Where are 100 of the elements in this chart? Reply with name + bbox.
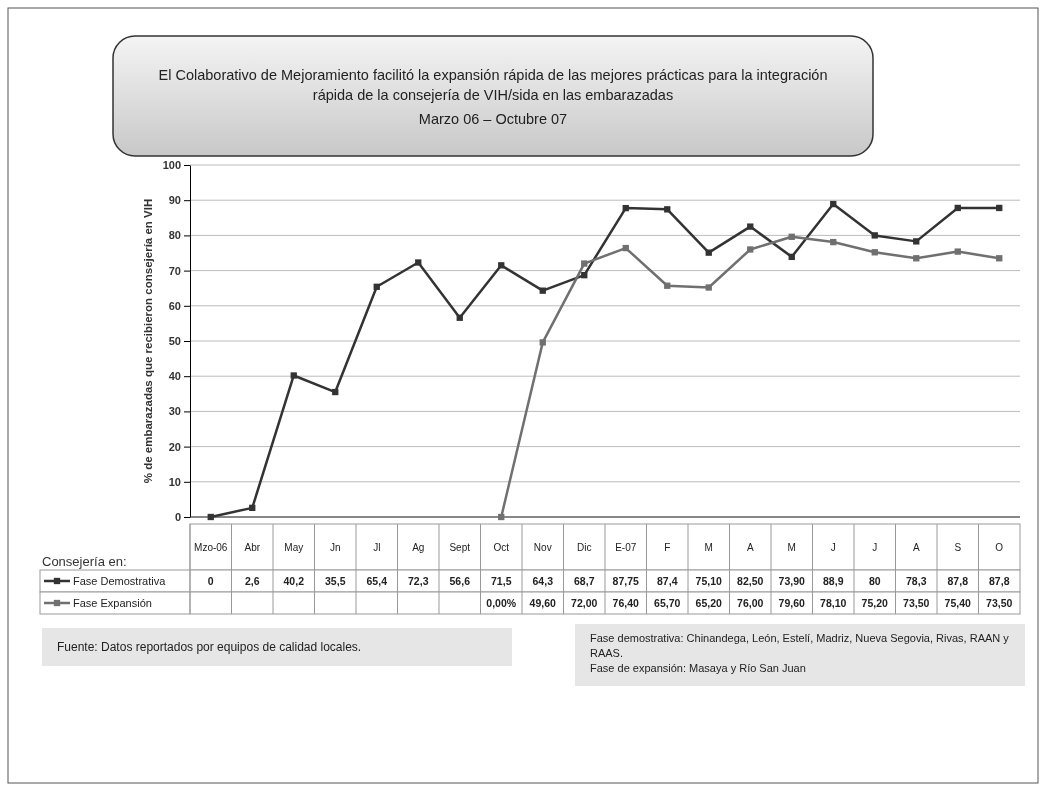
y-tick-label: 80	[168, 229, 181, 242]
data-label: 64,3	[532, 575, 554, 587]
data-label: 87,8	[989, 575, 1010, 587]
data-label: 75,10	[695, 575, 723, 587]
y-tick-label: 20	[168, 440, 181, 453]
point	[622, 244, 629, 252]
data-label: 65,4	[366, 575, 388, 587]
point	[664, 282, 671, 289]
data-label: 78,10	[820, 597, 847, 609]
data-label: 65,70	[654, 597, 681, 609]
point	[788, 233, 795, 240]
y-tick-label: 100	[162, 159, 181, 172]
point	[249, 504, 256, 512]
point	[539, 287, 546, 294]
data-label: 78,3	[906, 575, 927, 587]
data-label: 76,00	[737, 597, 764, 609]
x-tick-label: Jn	[329, 542, 341, 553]
x-tick-label: A	[912, 542, 920, 553]
point	[830, 238, 837, 246]
data-label: 79,60	[778, 597, 806, 609]
x-tick-label: M	[787, 542, 796, 553]
point	[373, 283, 380, 290]
data-label: 65,20	[695, 597, 723, 609]
data-label: 56,6	[449, 575, 471, 587]
x-tick-label: S	[954, 542, 962, 553]
point	[207, 513, 214, 521]
y-tick-label: 50	[168, 335, 181, 348]
source-note: Fuente: Datos reportados por equipos de calidad locales.	[57, 640, 362, 654]
data-label: 76,40	[612, 597, 640, 609]
x-tick-label: Abr	[244, 542, 261, 553]
x-tick-label: Ag	[412, 542, 425, 553]
point	[415, 259, 422, 266]
x-tick-label: O	[995, 542, 1004, 553]
point	[332, 388, 339, 396]
chart-subtitle: Marzo 06 – Octubre 07	[418, 111, 568, 127]
data-label: 71,5	[491, 575, 512, 587]
point	[498, 262, 505, 269]
y-tick-label: 60	[168, 299, 181, 312]
y-tick-label: 70	[168, 264, 181, 277]
point	[581, 272, 588, 279]
x-tick-label: M	[704, 542, 713, 553]
data-label: 72,00	[571, 597, 598, 609]
data-label: 73,50	[903, 597, 930, 609]
x-tick-label: Oct	[493, 542, 510, 553]
data-label: 49,60	[529, 597, 557, 609]
point	[830, 200, 837, 208]
data-label: 72,3	[408, 575, 429, 587]
data-label: 75,40	[944, 597, 972, 609]
y-tick-label: 40	[168, 370, 181, 383]
data-label: 87,8	[947, 575, 969, 587]
x-tick-label: F	[664, 542, 671, 553]
data-label: 80	[868, 575, 881, 587]
point	[498, 513, 505, 521]
data-label: 87,4	[657, 575, 678, 587]
x-tick-label: May	[284, 542, 304, 553]
point	[456, 314, 463, 321]
point	[996, 204, 1003, 212]
y-tick-label: 10	[168, 475, 181, 488]
data-label: 40,2	[283, 575, 305, 587]
x-tick-label: Sept	[449, 542, 471, 553]
y-tick-label: 90	[168, 194, 181, 207]
x-tick-label: J	[830, 542, 836, 553]
point	[290, 372, 297, 379]
legend-title: Consejería en:	[42, 554, 127, 569]
point	[954, 248, 961, 255]
point	[581, 260, 588, 267]
data-label: 0	[207, 575, 214, 587]
point	[871, 249, 878, 256]
x-tick-label: Jl	[373, 542, 381, 553]
point	[913, 238, 920, 245]
point	[996, 255, 1003, 262]
data-label: 88,9	[823, 575, 844, 587]
x-tick-label: E-07	[615, 542, 637, 553]
y-tick-label: 30	[168, 405, 181, 418]
text: Fase demostrativa: Chinandega, León, Estelí, Madriz, Nueva Segovia, Rivas, RAAN y RAAS. Fase de expansión: Masaya y Río San Juan	[590, 632, 1010, 674]
point	[913, 255, 920, 262]
point	[747, 246, 754, 253]
data-label: 82,50	[737, 575, 764, 587]
point	[705, 284, 712, 291]
point	[622, 204, 629, 212]
x-tick-label: Mzo-06	[194, 542, 228, 553]
point	[954, 204, 961, 212]
x-tick-label: Dic	[577, 542, 592, 553]
legend-label: Fase Demostrativa	[73, 575, 167, 587]
x-tick-label: A	[746, 542, 754, 553]
x-tick-label: J	[872, 542, 878, 553]
chart-title: El Colaborativo de Mejoramiento facilitó la expansión rápida de las mejores prácticas para la integración rápida de la consejería de VIH/sida en las embarazadas	[158, 67, 828, 103]
data-label: 35,5	[325, 575, 346, 587]
point	[788, 253, 795, 261]
data-label: 0,00%	[486, 597, 517, 609]
legend-label: Fase Expansión	[73, 597, 152, 609]
data-label: 87,75	[612, 575, 640, 587]
point	[705, 249, 712, 256]
data-label: 75,20	[861, 597, 889, 609]
data-label: 68,7	[574, 575, 595, 587]
point	[747, 223, 754, 230]
point	[664, 206, 671, 213]
y-axis-title: % de embarazadas que recibieron consejería en VIH	[142, 198, 154, 484]
point	[539, 339, 546, 346]
point	[871, 232, 878, 239]
